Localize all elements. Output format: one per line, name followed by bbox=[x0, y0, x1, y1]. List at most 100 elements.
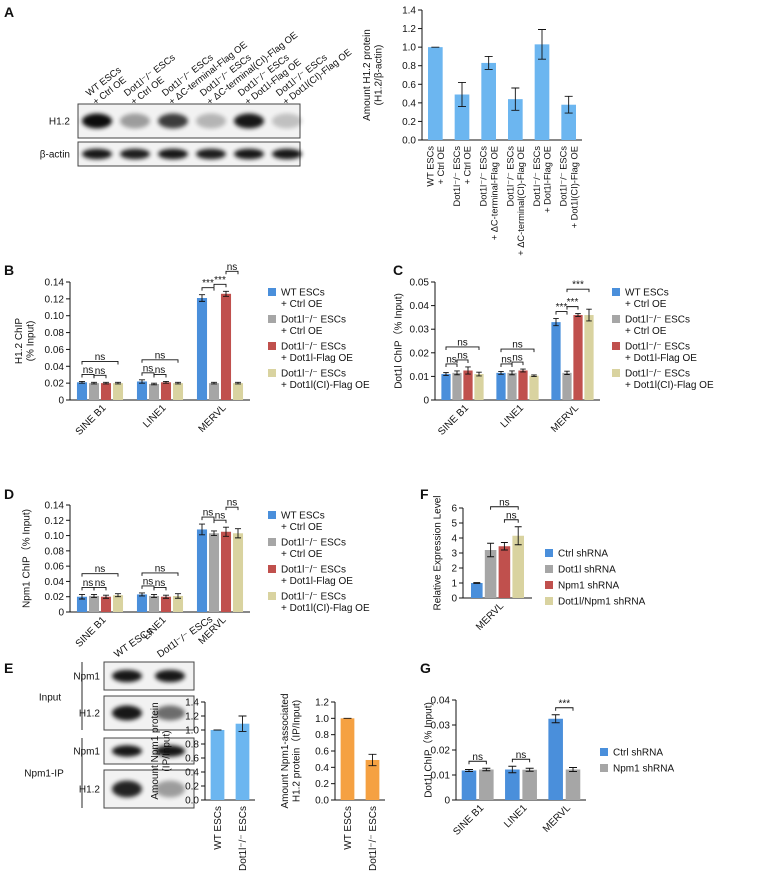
x-tick-label: WT ESCs bbox=[213, 806, 224, 850]
error-bar bbox=[114, 381, 122, 385]
y-tick-label: 1.0 bbox=[185, 726, 199, 737]
significance-bracket bbox=[500, 363, 513, 367]
y-tick-label: 0.12 bbox=[45, 516, 65, 527]
significance-bracket bbox=[81, 573, 119, 577]
legend-label: Npm1 shRNA bbox=[613, 764, 674, 775]
blot-band bbox=[272, 113, 302, 129]
significance-label: ns bbox=[501, 354, 512, 365]
y-tick-label: 0.14 bbox=[45, 501, 65, 512]
error-bar bbox=[234, 381, 242, 385]
bar bbox=[551, 322, 561, 400]
bar bbox=[220, 293, 232, 400]
y-tick-label: 1.4 bbox=[185, 698, 199, 709]
x-tick-label: SINE B1 bbox=[451, 803, 486, 838]
x-tick-label: Dot1l⁻/⁻ ESCs+ Dot1l-Flag OE bbox=[532, 146, 553, 213]
bar bbox=[461, 770, 477, 800]
significance-label: ns bbox=[512, 340, 523, 351]
blot-group-label: Npm1-IP bbox=[24, 769, 64, 780]
bar bbox=[172, 595, 184, 612]
bar bbox=[88, 595, 100, 612]
panel-label: F bbox=[420, 486, 429, 502]
error-bar bbox=[498, 370, 504, 375]
x-tick-label: SINE B1 bbox=[74, 403, 109, 438]
significance-bracket bbox=[93, 374, 107, 379]
error-bar bbox=[465, 366, 471, 375]
y-tick-label: 0.08 bbox=[45, 328, 65, 339]
bar bbox=[498, 546, 511, 598]
significance-bracket bbox=[93, 586, 107, 591]
y-tick-label: 0.04 bbox=[45, 362, 65, 373]
y-tick-label: 0.6 bbox=[185, 754, 199, 765]
error-bar bbox=[511, 87, 520, 111]
error-bar bbox=[443, 372, 449, 376]
y-tick-label: 5 bbox=[451, 519, 457, 530]
significance-bracket bbox=[141, 359, 179, 363]
bar bbox=[561, 104, 576, 140]
y-tick-label: 0.6 bbox=[402, 80, 416, 91]
y-axis-label: Dot1l ChIP（% Input) bbox=[393, 293, 405, 389]
y-tick-label: 1.2 bbox=[185, 712, 199, 723]
significance-bracket bbox=[201, 516, 215, 521]
legend-label: Dot1l⁻/⁻ ESCs + Dot1l-Flag OE bbox=[281, 565, 353, 588]
bar bbox=[232, 383, 244, 400]
significance-label: *** bbox=[558, 698, 570, 709]
y-tick-label: 4 bbox=[451, 534, 457, 545]
legend-swatch bbox=[612, 342, 620, 350]
x-tick-label: Dot1l⁻/⁻ ESCs+ Ctrl OE bbox=[452, 146, 473, 207]
significance-label: *** bbox=[214, 275, 226, 286]
significance-label: ns bbox=[155, 563, 166, 574]
bar bbox=[208, 533, 220, 612]
bar bbox=[76, 382, 88, 400]
bar bbox=[112, 383, 124, 400]
significance-bracket bbox=[503, 519, 519, 523]
significance-label: ns bbox=[143, 576, 154, 587]
bar bbox=[584, 315, 594, 400]
significance-bracket bbox=[566, 288, 590, 293]
y-tick-label: 3 bbox=[451, 549, 457, 560]
y-tick-label: 0.0 bbox=[402, 136, 416, 147]
y-tick-label: 1.2 bbox=[402, 24, 416, 35]
error-bar bbox=[78, 381, 86, 384]
blot-band bbox=[234, 148, 264, 160]
significance-label: ns bbox=[472, 752, 483, 763]
significance-label: ns bbox=[95, 366, 106, 377]
significance-bracket bbox=[201, 287, 215, 291]
x-tick-label: MERVL bbox=[474, 601, 506, 633]
error-bar bbox=[114, 593, 122, 598]
significance-bracket bbox=[456, 359, 469, 363]
legend-swatch bbox=[600, 764, 608, 772]
y-tick-label: 0.06 bbox=[45, 345, 65, 356]
panel-label: B bbox=[4, 262, 14, 278]
significance-bracket bbox=[500, 348, 535, 353]
significance-bracket bbox=[81, 361, 119, 365]
significance-label: ns bbox=[457, 350, 468, 361]
y-tick-label: 0.0 bbox=[315, 796, 329, 807]
legend-swatch bbox=[268, 288, 276, 296]
legend-swatch bbox=[545, 565, 553, 573]
y-tick-label: 0.2 bbox=[402, 117, 416, 128]
y-tick-label: 0.06 bbox=[45, 562, 65, 573]
legend-label: Ctrl shRNA bbox=[613, 748, 663, 759]
bar bbox=[100, 596, 112, 612]
significance-label: ns bbox=[499, 497, 510, 508]
error-bar bbox=[564, 370, 570, 375]
panel-label: G bbox=[420, 660, 431, 676]
error-bar bbox=[487, 542, 495, 558]
x-tick-label: WT ESCs+ Ctrl OE bbox=[425, 146, 446, 187]
legend-label: WT ESCs + Ctrl OE bbox=[625, 288, 669, 311]
significance-bracket bbox=[468, 760, 487, 765]
error-bar bbox=[525, 767, 534, 772]
y-tick-label: 0.4 bbox=[402, 98, 416, 109]
blot-band bbox=[234, 113, 264, 129]
y-tick-label: 0.02 bbox=[410, 348, 430, 359]
y-tick-label: 0.04 bbox=[45, 577, 65, 588]
blot-row-label: H1.2 bbox=[79, 785, 101, 796]
y-tick-label: 0.14 bbox=[45, 278, 65, 289]
significance-bracket bbox=[555, 311, 568, 315]
significance-bracket bbox=[225, 506, 239, 511]
bar bbox=[484, 550, 497, 598]
y-tick-label: 0.8 bbox=[185, 740, 199, 751]
y-tick-label: 0.4 bbox=[185, 768, 199, 779]
y-tick-label: 0.10 bbox=[45, 531, 65, 542]
